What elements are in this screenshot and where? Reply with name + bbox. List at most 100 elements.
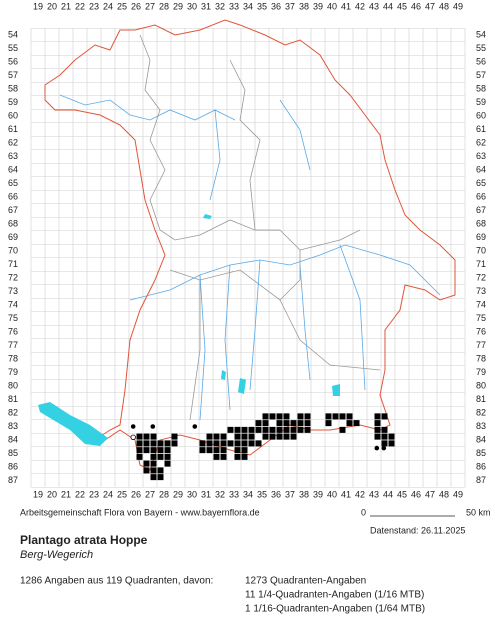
column-label: 39 — [313, 1, 323, 11]
column-label: 34 — [243, 1, 253, 11]
row-label: 80 — [476, 380, 486, 390]
row-label: 65 — [476, 178, 486, 188]
quadrant-record — [150, 447, 157, 454]
quadrant-record — [157, 453, 164, 460]
row-label: 85 — [476, 448, 486, 458]
point-record — [374, 445, 380, 451]
row-label: 68 — [476, 218, 486, 228]
quadrant-record — [213, 433, 220, 440]
column-label: 46 — [411, 489, 421, 499]
quadrant-record — [143, 447, 150, 454]
quadrant-record — [150, 440, 157, 447]
column-label: 26 — [131, 489, 141, 499]
quadrant-record — [283, 433, 290, 440]
species: Plantago atrata Hoppe — [20, 533, 148, 547]
point-record — [150, 424, 156, 429]
quadrant-record — [269, 433, 276, 440]
quadrant-record — [206, 433, 213, 440]
column-label: 34 — [243, 489, 253, 499]
quadrant-record — [276, 426, 283, 433]
column-label: 32 — [215, 489, 225, 499]
quadrant-record — [374, 426, 381, 433]
column-label: 40 — [327, 489, 337, 499]
quadrant-record — [220, 453, 227, 460]
quadrant-record — [234, 433, 241, 440]
quadrant-record — [255, 440, 262, 447]
point-record — [192, 424, 198, 429]
row-label: 72 — [8, 272, 18, 282]
quadrant-record — [234, 426, 241, 433]
column-label: 40 — [327, 1, 337, 11]
common-name: Berg-Wegerich — [20, 549, 93, 561]
column-label: 28 — [159, 489, 169, 499]
summary: 1286 Angaben aus 119 Quadranten, davon: — [20, 576, 213, 587]
quadrant-record — [262, 426, 269, 433]
column-label: 44 — [383, 489, 393, 499]
column-label: 30 — [187, 489, 197, 499]
row-label: 85 — [8, 448, 18, 458]
quadrant-record — [164, 460, 171, 467]
quadrant-record — [332, 413, 339, 420]
column-label: 43 — [369, 1, 379, 11]
row-label: 87 — [8, 475, 18, 485]
quadrant-record — [157, 467, 164, 474]
quadrant-record — [374, 420, 381, 427]
state-border — [44, 19, 456, 471]
row-label: 78 — [8, 353, 18, 363]
column-label: 46 — [411, 1, 421, 11]
open-point-record — [130, 434, 136, 440]
row-label: 54 — [476, 29, 486, 39]
row-label: 84 — [476, 434, 486, 444]
row-label: 76 — [476, 326, 486, 336]
quadrant-record — [150, 453, 157, 460]
quadrant-record — [269, 426, 276, 433]
quadrant-record — [304, 413, 311, 420]
column-label: 27 — [145, 489, 155, 499]
row-label: 59 — [8, 97, 18, 107]
column-label: 19 — [33, 489, 43, 499]
row-label: 66 — [476, 191, 486, 201]
column-label: 25 — [117, 489, 127, 499]
column-label: 42 — [355, 489, 365, 499]
quadrant-record — [136, 440, 143, 447]
row-label: 54 — [8, 29, 18, 39]
row-label: 86 — [8, 461, 18, 471]
column-label: 32 — [215, 1, 225, 11]
quadrant-record — [220, 447, 227, 454]
row-label: 69 — [8, 232, 18, 242]
row-label: 55 — [8, 43, 18, 53]
point-record — [381, 445, 387, 451]
column-label: 31 — [201, 489, 211, 499]
quadrant-record — [213, 440, 220, 447]
row-label: 81 — [8, 394, 18, 404]
column-label: 20 — [47, 1, 57, 11]
quadrant-record — [150, 460, 157, 467]
row-label: 62 — [8, 137, 18, 147]
quadrant-record — [171, 433, 178, 440]
quadrant-record — [290, 433, 297, 440]
column-label: 21 — [61, 489, 71, 499]
district-border — [139, 34, 381, 421]
row-label: 75 — [476, 313, 486, 323]
column-label: 35 — [257, 489, 267, 499]
date: Datenstand: 26.11.2025 — [370, 525, 465, 535]
quadrant-record — [262, 420, 269, 427]
row-label: 82 — [8, 407, 18, 417]
quadrant-record — [388, 440, 395, 447]
quadrant-record — [136, 433, 143, 440]
quadrant-record — [150, 467, 157, 474]
rivers — [59, 94, 441, 421]
quadrant-record — [325, 413, 332, 420]
row-label: 61 — [476, 124, 486, 134]
row-label: 71 — [8, 259, 18, 269]
quadrant-record — [157, 440, 164, 447]
quadrant-record — [346, 420, 353, 427]
quadrant-record — [143, 460, 150, 467]
quadrant-record — [339, 413, 346, 420]
row-label: 73 — [8, 286, 18, 296]
quadrant-record — [248, 433, 255, 440]
row-label: 62 — [476, 137, 486, 147]
quadrant-record — [227, 426, 234, 433]
row-label: 60 — [476, 110, 486, 120]
quadrant-record — [143, 467, 150, 474]
